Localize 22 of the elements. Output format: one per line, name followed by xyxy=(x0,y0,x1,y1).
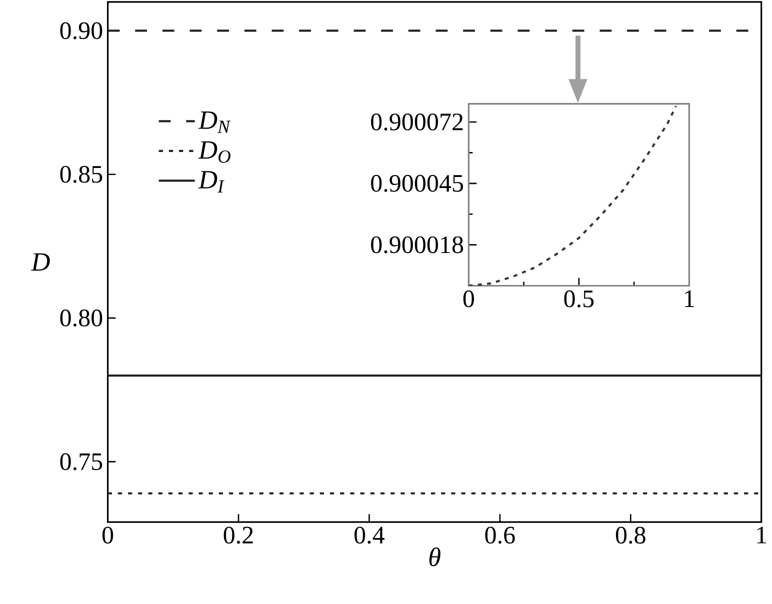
x-tick-label: 0.5 xyxy=(564,290,594,308)
x-tick-label: 0.6 xyxy=(485,526,515,544)
x-tick-label: 0.8 xyxy=(616,526,646,544)
line-series xyxy=(468,104,677,286)
y-axis-title: D xyxy=(30,253,50,271)
x-tick-label: 0.4 xyxy=(354,526,384,544)
y-tick-label: 0.85 xyxy=(60,166,102,183)
legend-label: D$_{N}$ xyxy=(198,111,231,133)
legend-label: D$_{O}$ xyxy=(198,141,230,163)
y-tick-label: 0.900072 xyxy=(371,113,463,130)
x-tick-label: 1 xyxy=(685,290,694,307)
legend-label: D$_{I}$ xyxy=(198,171,224,192)
y-tick-label: 0.75 xyxy=(60,453,102,470)
y-tick-label: 0.80 xyxy=(60,309,102,326)
x-axis-title: θ xyxy=(429,547,440,566)
y-tick-label: 0.90 xyxy=(60,22,102,40)
x-tick-label: 1 xyxy=(757,526,766,544)
y-tick-label: 0.900018 xyxy=(371,236,464,254)
x-tick-label: 0.2 xyxy=(224,526,253,544)
x-tick-label: 0 xyxy=(102,526,114,544)
x-tick-label: 0 xyxy=(463,290,474,308)
y-tick-label: 0.900045 xyxy=(371,174,464,192)
